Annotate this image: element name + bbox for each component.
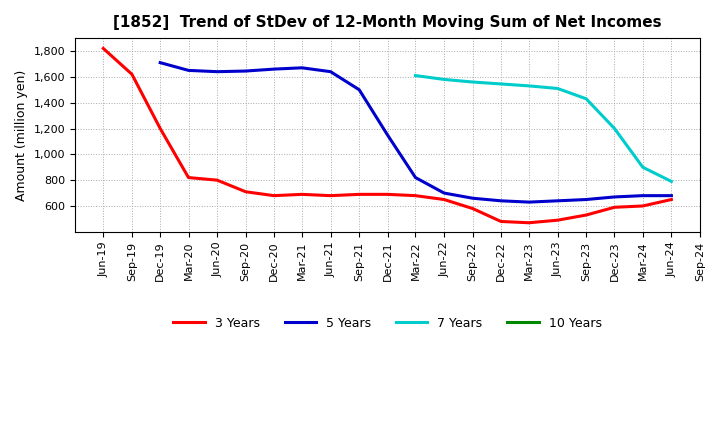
Y-axis label: Amount (million yen): Amount (million yen) [15,70,28,201]
Line: 5 Years: 5 Years [161,62,671,202]
Legend: 3 Years, 5 Years, 7 Years, 10 Years: 3 Years, 5 Years, 7 Years, 10 Years [168,312,606,335]
Line: 3 Years: 3 Years [103,48,671,223]
Line: 7 Years: 7 Years [415,76,671,181]
Title: [1852]  Trend of StDev of 12-Month Moving Sum of Net Incomes: [1852] Trend of StDev of 12-Month Moving… [113,15,662,30]
